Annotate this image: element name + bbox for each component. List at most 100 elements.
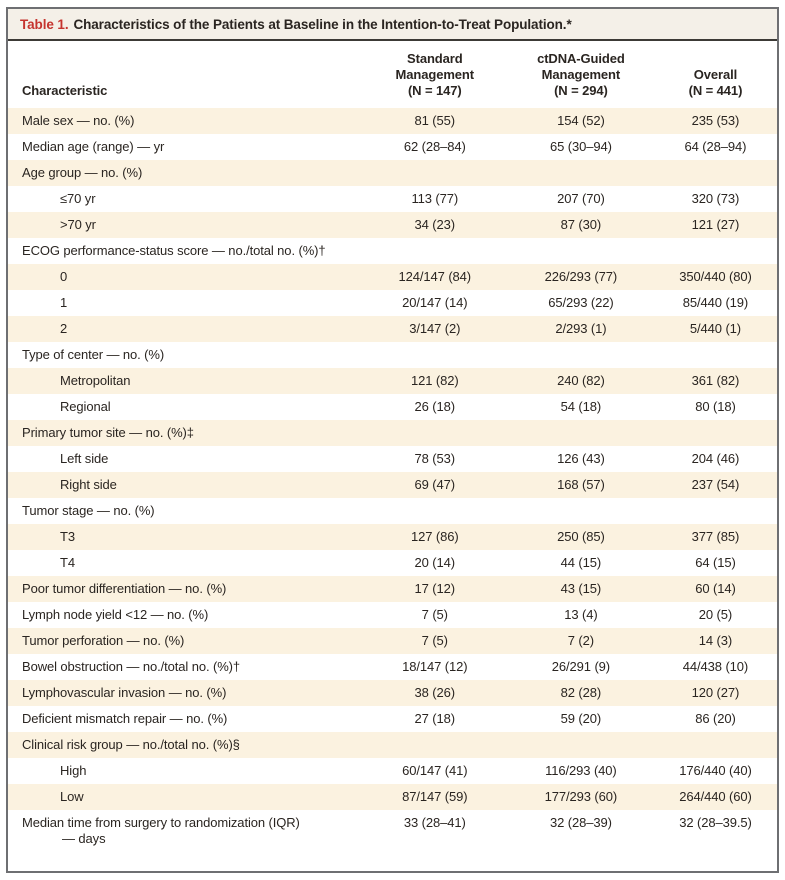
section-header-row: ECOG performance-status score — no./tota…	[8, 238, 777, 264]
value-cell: 237 (54)	[691, 477, 740, 492]
table-row: Bowel obstruction — no./total no. (%)† 18…	[8, 654, 777, 680]
value-cell: 7 (5)	[421, 633, 448, 648]
column-header-line: Management	[541, 67, 621, 82]
value-cell: 2/293 (1)	[555, 321, 607, 336]
column-header-line: Characteristic	[22, 83, 108, 98]
value-cell: 177/293 (60)	[544, 789, 618, 804]
table-row: 1 20/147 (14) 65/293 (22) 85/440 (19)	[8, 290, 777, 316]
table-row: Male sex — no. (%) 81 (55) 154 (52) 235 (53…	[8, 108, 777, 134]
value-cell: 320 (73)	[691, 191, 740, 206]
table-row: Median time from surgery to randomizatio…	[8, 810, 777, 852]
value-cell: 235 (53)	[691, 113, 740, 128]
section-header-row: Primary tumor site — no. (%)‡	[8, 420, 777, 446]
value-cell: 17 (12)	[414, 581, 456, 596]
value-cell: 33 (28–41)	[403, 815, 466, 830]
header-row: Characteristic Standard Management (N = …	[8, 41, 777, 108]
table-row: ≤70 yr 113 (77) 207 (70) 320 (73)	[8, 186, 777, 212]
section-header-row: Tumor stage — no. (%)	[8, 498, 777, 524]
value-cell: 34 (23)	[414, 217, 456, 232]
table-row: Median age (range) — yr 62 (28–84) 65 (30–…	[8, 134, 777, 160]
value-cell: 20 (14)	[414, 555, 456, 570]
row-label: Primary tumor site — no. (%)‡	[22, 425, 194, 440]
value-cell: 60/147 (41)	[402, 763, 468, 778]
row-label: Left side	[60, 451, 109, 466]
table-label: Table 1.	[20, 17, 69, 32]
row-label: 2	[60, 321, 68, 336]
table-row: Metropolitan 121 (82) 240 (82) 361 (82)	[8, 368, 777, 394]
table-row: Lymphovascular invasion — no. (%) 38 (26)…	[8, 680, 777, 706]
row-label: Clinical risk group — no./total no. (%)§	[22, 737, 240, 752]
table-row: 2 3/147 (2) 2/293 (1) 5/440 (1)	[8, 316, 777, 342]
value-cell: 124/147 (84)	[398, 269, 472, 284]
column-header-line: ctDNA-Guided	[537, 51, 625, 66]
table-title: Characteristics of the Patients at Basel…	[73, 17, 572, 32]
column-header-ctdna-guided-management: ctDNA-Guided Management (N = 294)	[507, 41, 654, 108]
row-label: T4	[60, 555, 75, 570]
row-label: 0	[60, 269, 68, 284]
value-cell: 65/293 (22)	[548, 295, 614, 310]
column-header-line: Management	[395, 67, 475, 82]
value-cell: 3/147 (2)	[409, 321, 461, 336]
column-header-line: Standard	[407, 51, 463, 66]
value-cell: 377 (85)	[691, 529, 740, 544]
value-cell: 62 (28–84)	[403, 139, 466, 154]
table-row: Tumor perforation — no. (%) 7 (5) 7 (2) 14 …	[8, 628, 777, 654]
value-cell: 32 (28–39.5)	[679, 815, 752, 830]
baseline-characteristics-table: Characteristic Standard Management (N = …	[8, 41, 777, 852]
row-label-continuation: — days	[62, 831, 106, 846]
value-cell: 59 (20)	[560, 711, 602, 726]
value-cell: 7 (5)	[421, 607, 448, 622]
row-label: Lymphovascular invasion — no. (%)	[22, 685, 227, 700]
value-cell: 113 (77)	[411, 191, 459, 206]
value-cell: 120 (27)	[691, 685, 740, 700]
table-row: Left side 78 (53) 126 (43) 204 (46)	[8, 446, 777, 472]
value-cell: 54 (18)	[560, 399, 602, 414]
value-cell: 38 (26)	[414, 685, 456, 700]
row-label: ECOG performance-status score — no./tota…	[22, 243, 326, 258]
row-label: Metropolitan	[60, 373, 131, 388]
table-row: Right side 69 (47) 168 (57) 237 (54)	[8, 472, 777, 498]
value-cell: 20/147 (14)	[402, 295, 468, 310]
row-label: Type of center — no. (%)	[22, 347, 165, 362]
table-row: >70 yr 34 (23) 87 (30) 121 (27)	[8, 212, 777, 238]
value-cell: 32 (28–39)	[549, 815, 612, 830]
row-label: Right side	[60, 477, 117, 492]
row-label: Lymph node yield <12 — no. (%)	[22, 607, 209, 622]
column-header-line: (N = 147)	[407, 83, 462, 98]
value-cell: 85/440 (19)	[682, 295, 749, 310]
value-cell: 264/440 (60)	[679, 789, 752, 804]
row-label: Deficient mismatch repair — no. (%)	[22, 711, 228, 726]
value-cell: 13 (4)	[564, 607, 598, 622]
section-header-row: Clinical risk group — no./total no. (%)§	[8, 732, 777, 758]
column-header-line: (N = 294)	[554, 83, 608, 98]
section-header-row: Age group — no. (%)	[8, 160, 777, 186]
value-cell: 127 (86)	[410, 529, 459, 544]
table-row: Poor tumor differentiation — no. (%) 17 (…	[8, 576, 777, 602]
value-cell: 26/291 (9)	[551, 659, 611, 674]
table-body: Male sex — no. (%) 81 (55) 154 (52) 235 (53…	[8, 108, 777, 852]
column-header-line: (N = 441)	[688, 83, 743, 98]
value-cell: 87/147 (59)	[402, 789, 468, 804]
value-cell: 82 (28)	[560, 685, 602, 700]
row-label: Median time from surgery to randomizatio…	[8, 810, 362, 852]
row-label: Median age (range) — yr	[22, 139, 165, 154]
value-cell: 361 (82)	[691, 373, 740, 388]
value-cell: 121 (27)	[691, 217, 740, 232]
value-cell: 116/293 (40)	[545, 763, 617, 778]
value-cell: 80 (18)	[695, 399, 736, 414]
row-label: 1	[60, 295, 68, 310]
row-label: Male sex — no. (%)	[22, 113, 135, 128]
table-title-bar: Table 1. Characteristics of the Patients …	[8, 9, 777, 41]
table-row: Lymph node yield <12 — no. (%) 7 (5) 13 (4…	[8, 602, 777, 628]
table-1-card: Table 1. Characteristics of the Patients …	[6, 7, 779, 873]
value-cell: 121 (82)	[410, 373, 459, 388]
value-cell: 69 (47)	[414, 477, 456, 492]
value-cell: 226/293 (77)	[544, 269, 618, 284]
column-header-overall: Overall (N = 441)	[653, 41, 777, 108]
table-row: Regional 26 (18) 54 (18) 80 (18)	[8, 394, 777, 420]
column-header-characteristic: Characteristic	[8, 41, 362, 108]
value-cell: 81 (55)	[414, 113, 456, 128]
value-cell: 20 (5)	[698, 607, 733, 622]
value-cell: 7 (2)	[567, 633, 595, 648]
column-header-line: Overall	[693, 67, 738, 82]
